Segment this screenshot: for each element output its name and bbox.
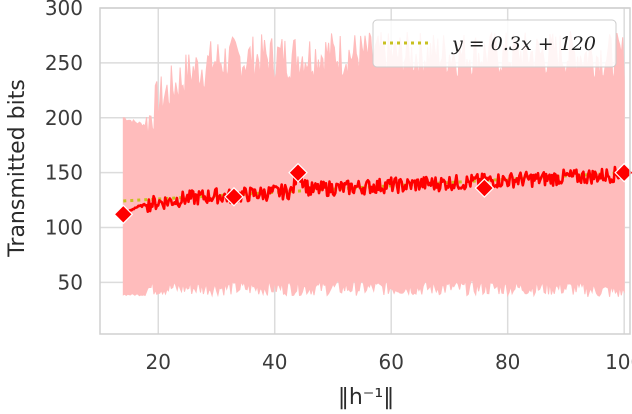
legend: y = 0.3x + 120	[372, 19, 617, 68]
y-tick-label: 100	[45, 216, 83, 240]
tick-labels: 20 40 60 80 100 50 100 150 200 250 300	[45, 0, 632, 374]
x-tick-label: 60	[378, 350, 403, 374]
y-axis-label: Transmitted bits	[5, 79, 30, 258]
diamond-marker	[474, 178, 495, 198]
range-band	[122, 31, 625, 298]
y-tick-label: 150	[45, 161, 83, 185]
y-tick-label: 250	[45, 51, 83, 75]
plot-border	[99, 7, 631, 335]
y-tick-label: 300	[45, 0, 83, 20]
x-tick-label: 20	[146, 350, 171, 374]
mean-line-layer	[122, 165, 625, 216]
x-tick-label: 80	[495, 350, 520, 374]
x-axis-label: ‖h⁻¹‖	[338, 385, 394, 410]
x-tick-label: 40	[262, 350, 287, 374]
x-tick-label: 100	[605, 350, 632, 374]
marker-layer	[113, 162, 632, 225]
legend-label: y = 0.3x + 120	[451, 33, 596, 55]
legend-box	[372, 19, 617, 68]
diamond-marker	[224, 186, 244, 207]
y-tick-label: 50	[58, 270, 83, 294]
diamond-marker	[113, 204, 134, 225]
diamond-marker	[288, 162, 308, 183]
plot-frame	[99, 7, 631, 335]
y-tick-label: 200	[45, 106, 83, 130]
range-band-area	[122, 31, 625, 298]
mean-line	[122, 165, 625, 216]
